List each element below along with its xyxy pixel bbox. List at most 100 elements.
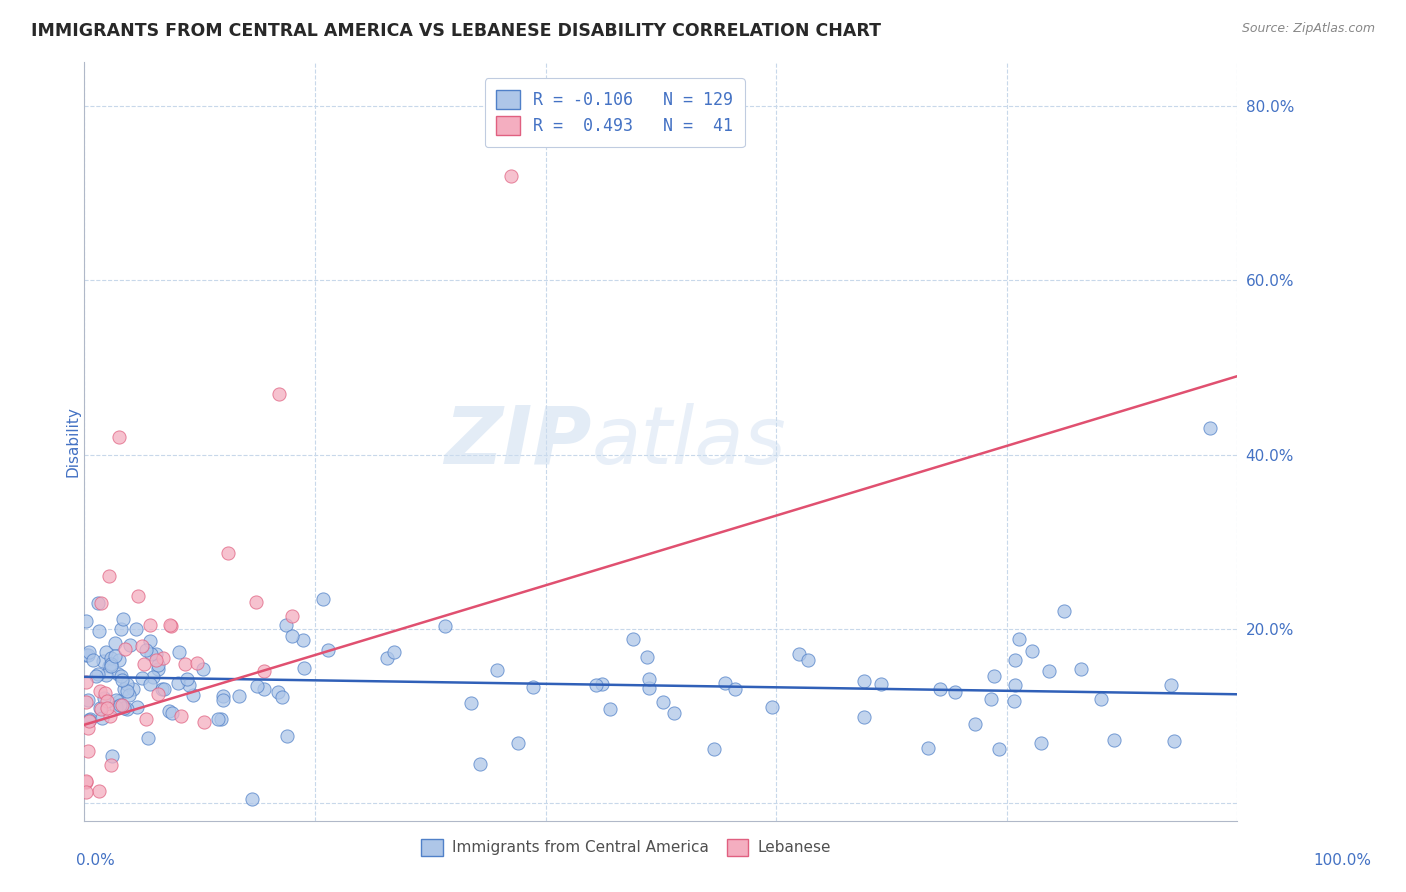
Point (75, 775, 97, 789)
Point (170, 708, 193, 723)
Point (1090, 691, 1112, 706)
Point (105, 693, 128, 707)
Point (1102, 733, 1125, 747)
Point (522, 680, 544, 694)
Point (101, 749, 124, 764)
Point (100, 657, 122, 671)
Point (96, 701, 118, 715)
Point (108, 430, 131, 444)
Point (211, 690, 233, 704)
Point (94, 644, 117, 658)
Point (636, 650, 658, 665)
Point (1053, 604, 1076, 618)
Point (1160, 678, 1182, 692)
Point (135, 712, 157, 726)
Text: 100.0%: 100.0% (1313, 854, 1372, 868)
Point (253, 664, 276, 678)
Point (146, 686, 169, 700)
Point (1021, 644, 1043, 658)
Point (135, 642, 157, 657)
Point (377, 651, 399, 665)
Point (209, 712, 232, 726)
Point (96, 694, 118, 708)
Point (240, 792, 263, 806)
Point (115, 702, 138, 716)
Point (212, 693, 235, 707)
Point (621, 632, 644, 646)
Point (91, 711, 114, 725)
Point (146, 657, 169, 672)
Point (98, 568, 121, 582)
Point (120, 638, 142, 652)
Point (152, 650, 174, 665)
Point (1163, 733, 1185, 747)
Text: 0.0%: 0.0% (76, 854, 115, 868)
Point (160, 706, 183, 721)
Point (125, 622, 148, 636)
Point (486, 663, 509, 677)
Point (207, 713, 229, 727)
Y-axis label: Disability: Disability (66, 406, 80, 477)
Point (89, 701, 111, 715)
Point (852, 710, 875, 724)
Point (111, 673, 134, 687)
Point (100, 650, 122, 665)
Point (104, 636, 127, 650)
Point (508, 736, 530, 750)
Point (280, 609, 302, 624)
Point (245, 595, 267, 609)
Point (193, 715, 215, 730)
Point (499, 169, 522, 183)
Point (176, 672, 198, 686)
Point (111, 698, 134, 713)
Point (662, 706, 685, 720)
Text: ZIP: ZIP (444, 402, 592, 481)
Point (1004, 653, 1026, 667)
Point (91, 654, 114, 668)
Point (652, 695, 675, 709)
Point (153, 681, 176, 696)
Point (191, 662, 214, 676)
Point (98, 709, 121, 723)
Point (160, 619, 183, 633)
Point (104, 648, 127, 663)
Point (86, 667, 108, 681)
Point (228, 690, 250, 704)
Point (75, 785, 97, 799)
Point (787, 648, 810, 662)
Point (266, 685, 288, 699)
Point (108, 653, 131, 667)
Point (145, 653, 167, 667)
Text: Source: ZipAtlas.com: Source: ZipAtlas.com (1241, 22, 1375, 36)
Point (591, 677, 613, 691)
Legend: Immigrants from Central America, Lebanese: Immigrants from Central America, Lebanes… (415, 832, 837, 863)
Point (100, 758, 122, 772)
Point (75, 773, 97, 788)
Point (90, 596, 112, 610)
Point (963, 716, 986, 731)
Point (75, 695, 97, 709)
Point (638, 672, 661, 686)
Point (796, 653, 818, 667)
Point (90, 702, 112, 716)
Point (943, 685, 966, 699)
Point (110, 669, 132, 683)
Point (638, 681, 661, 696)
Point (136, 731, 159, 746)
Point (980, 691, 1002, 706)
Point (281, 629, 304, 643)
Point (110, 622, 132, 636)
Point (1070, 661, 1092, 675)
Point (271, 690, 294, 704)
Point (139, 647, 162, 661)
Point (433, 619, 456, 633)
Point (186, 656, 208, 670)
Text: IMMIGRANTS FROM CENTRAL AMERICA VS LEBANESE DISABILITY CORRELATION CHART: IMMIGRANTS FROM CENTRAL AMERICA VS LEBAN… (31, 22, 882, 40)
Point (115, 677, 138, 691)
Point (1031, 736, 1053, 750)
Point (87, 595, 110, 609)
Point (150, 682, 173, 697)
Point (274, 618, 297, 632)
Point (167, 676, 190, 690)
Point (1004, 678, 1026, 692)
